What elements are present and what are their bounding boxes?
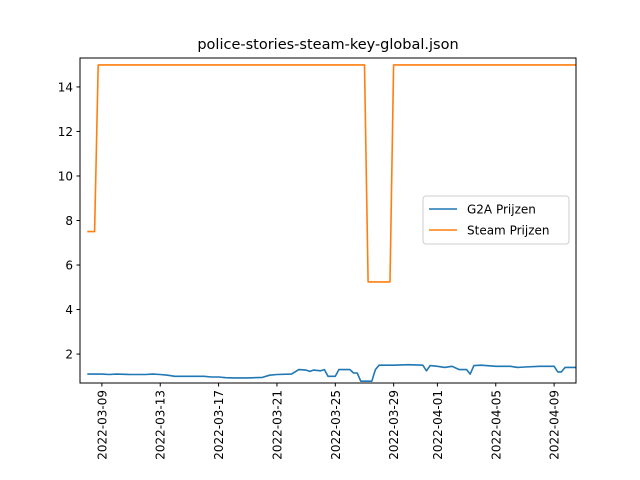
x-tick-label: 2022-03-29: [387, 390, 401, 460]
x-tick-label: 2022-03-21: [270, 390, 284, 460]
y-tick-label: 14: [58, 80, 73, 94]
x-tick-label: 2022-03-17: [212, 390, 226, 460]
x-tick-label: 2022-04-01: [431, 390, 445, 460]
y-axis: 2 4 6 8 10 12 14: [58, 80, 80, 362]
y-tick-label: 4: [65, 303, 73, 317]
y-tick-label: 6: [65, 259, 73, 273]
x-tick-label: 2022-03-13: [154, 390, 168, 460]
x-tick-label: 2022-04-05: [489, 390, 503, 460]
x-tick-label: 2022-04-09: [548, 390, 562, 460]
x-axis: 2022-03-09 2022-03-13 2022-03-17 2022-03-21…: [95, 383, 562, 460]
x-tick-label: 2022-03-09: [95, 390, 109, 460]
plot-frame: [79, 57, 577, 384]
y-tick-label: 10: [58, 169, 73, 183]
chart-title: police-stories-steam-key-global.json: [197, 37, 458, 53]
y-tick-label: 8: [65, 214, 73, 228]
legend-box: [422, 195, 570, 245]
y-tick-label: 2: [65, 348, 73, 362]
legend-entry: G2A Prijzen: [467, 203, 536, 217]
series-line-2: [87, 64, 576, 283]
legend: G2A Prijzen Steam Prijzen: [422, 195, 570, 245]
legend-entry: Steam Prijzen: [467, 224, 549, 238]
y-tick-label: 12: [58, 125, 73, 139]
series-group: [87, 64, 576, 383]
x-tick-label: 2022-03-25: [329, 390, 343, 460]
series-line-1: [87, 363, 576, 383]
